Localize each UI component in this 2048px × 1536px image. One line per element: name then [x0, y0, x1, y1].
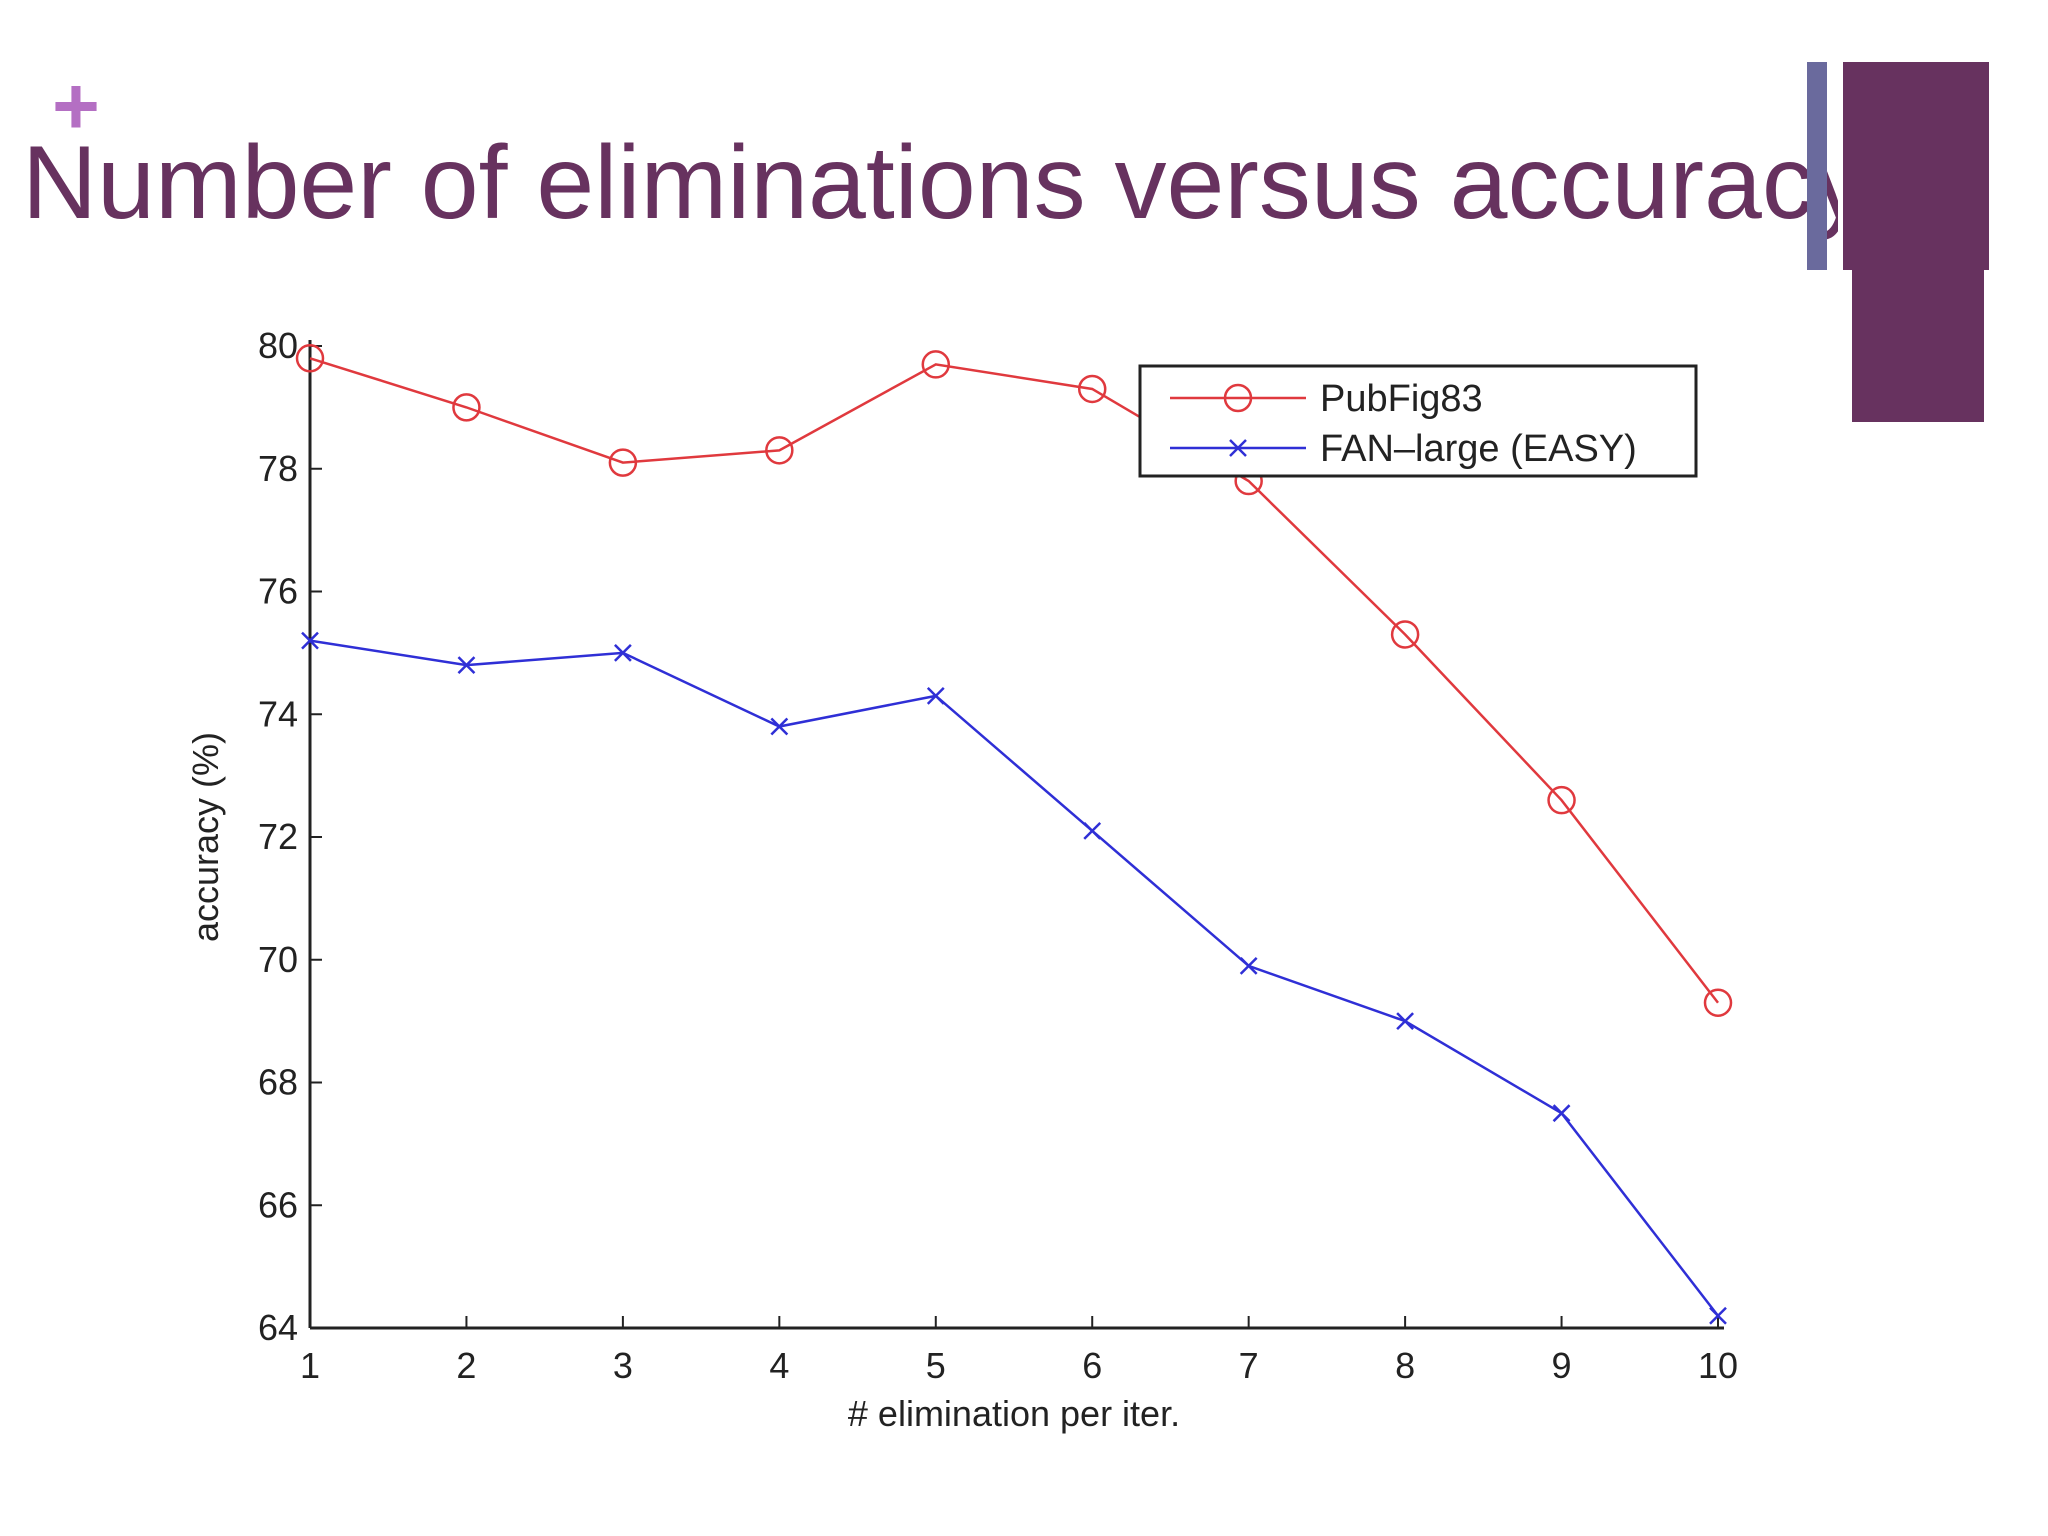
data-point [608, 448, 638, 477]
data-point [765, 436, 794, 465]
y-tick-label: 80 [258, 325, 298, 366]
slide-title: Number of eliminations versus accuracy [22, 125, 1866, 241]
accent-bar-thin [1807, 62, 1827, 270]
data-point [926, 686, 945, 705]
x-tick-label: 9 [1552, 1345, 1572, 1386]
y-axis-label: accuracy (%) [185, 732, 226, 942]
legend-label: FAN–large (EASY) [1320, 428, 1637, 470]
x-axis-label: # elimination per iter. [848, 1393, 1180, 1434]
x-tick-label: 7 [1239, 1345, 1259, 1386]
x-tick-label: 5 [926, 1345, 946, 1386]
series-line [309, 639, 1719, 1317]
y-tick-label: 74 [258, 693, 298, 734]
x-tick-label: 6 [1082, 1345, 1102, 1386]
data-point [1077, 374, 1107, 404]
data-point [1390, 620, 1420, 649]
y-tick-label: 64 [258, 1307, 298, 1348]
plus-icon: + [52, 61, 100, 152]
series-layer [295, 344, 1733, 1325]
x-tick-label: 10 [1698, 1345, 1738, 1386]
data-point-stroke-b [457, 656, 476, 675]
data-point [295, 344, 325, 373]
legend-marker-stroke-b [1229, 439, 1247, 457]
data-point-stroke-b [1709, 1306, 1727, 1325]
legend-entry: FAN–large (EASY) [1170, 428, 1637, 470]
y-tick-label: 72 [258, 816, 298, 857]
accent-block [1838, 62, 1989, 270]
data-point [301, 631, 319, 650]
data-point [1083, 821, 1102, 840]
data-point [770, 717, 789, 736]
legend-marker [1229, 439, 1247, 457]
data-point-stroke-b [301, 631, 319, 650]
data-point [1703, 988, 1733, 1017]
legend: PubFig83 FAN–large (EASY) [1138, 364, 1698, 478]
x-tick-label: 2 [456, 1345, 476, 1386]
series-line [309, 357, 1719, 1004]
y-tick-label: 76 [258, 571, 298, 612]
legend-box [1138, 364, 1698, 478]
y-tick-label: 78 [258, 448, 298, 489]
x-tick-label: 1 [300, 1345, 320, 1386]
data-point-stroke-b [1552, 1104, 1571, 1123]
legend-entry: PubFig83 [1170, 378, 1483, 420]
data-point [921, 350, 951, 379]
data-point [614, 643, 632, 662]
x-tick-label: 3 [613, 1345, 633, 1386]
data-point-stroke-b [926, 686, 945, 705]
data-point-stroke-b [1083, 821, 1102, 840]
data-point [1709, 1306, 1727, 1325]
data-point-stroke-b [1396, 1012, 1414, 1031]
data-point [457, 656, 476, 675]
data-point [452, 393, 481, 422]
y-tick-label: 66 [258, 1184, 298, 1225]
series-fan-large-easy [301, 631, 1727, 1325]
data-point [1239, 957, 1258, 975]
data-point [1547, 785, 1576, 815]
data-point [1396, 1012, 1414, 1031]
data-point-stroke-b [1239, 957, 1258, 975]
y-tick-label: 68 [258, 1062, 298, 1103]
x-tick-label: 8 [1395, 1345, 1415, 1386]
data-point-stroke-b [770, 717, 789, 736]
data-point-stroke-b [614, 643, 632, 662]
y-tick-label: 70 [258, 939, 298, 980]
accent-block-lower [1852, 262, 1984, 422]
data-point [1552, 1104, 1571, 1123]
legend-label: PubFig83 [1320, 378, 1483, 420]
x-tick-label: 4 [769, 1345, 789, 1386]
legend-marker [1223, 383, 1253, 413]
